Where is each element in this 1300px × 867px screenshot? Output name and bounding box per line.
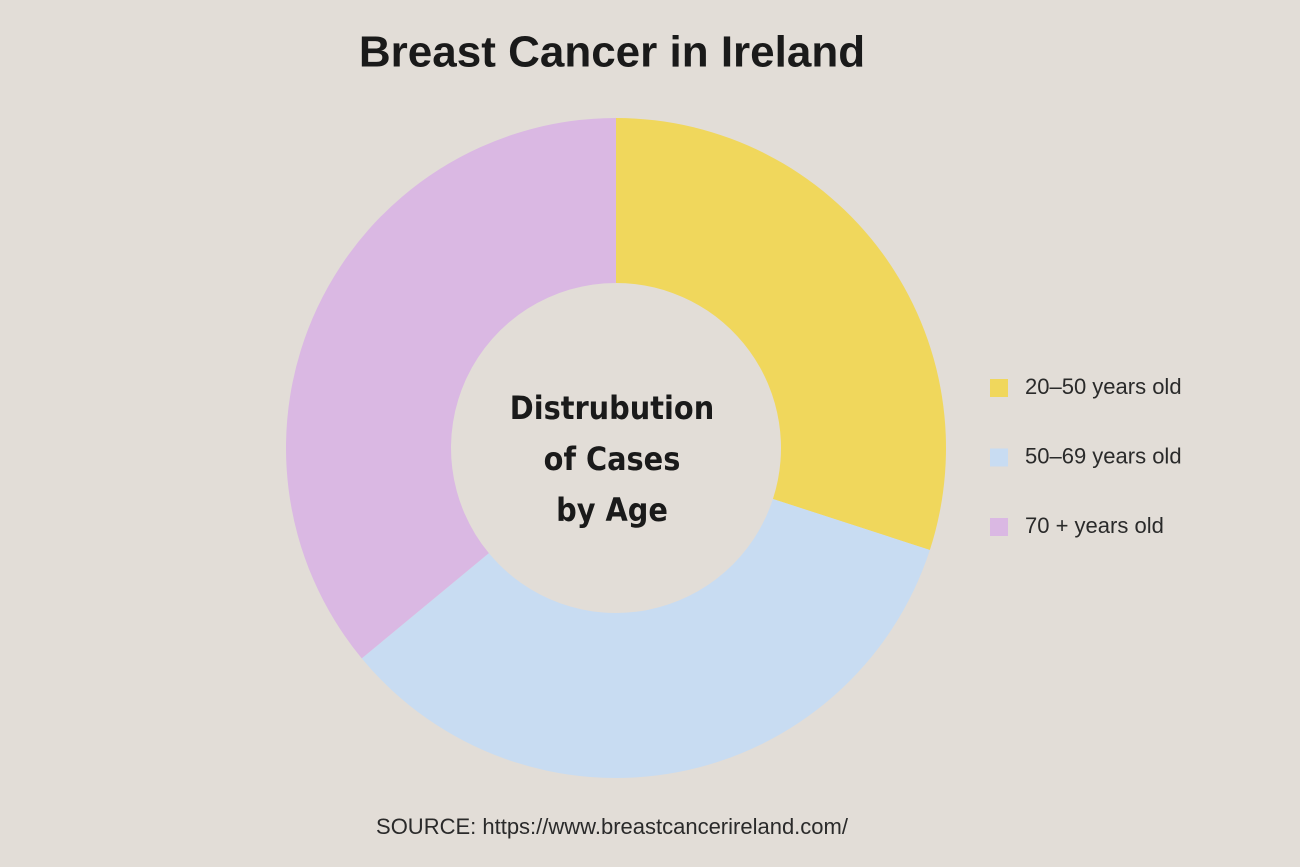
center-label: by Age (556, 491, 668, 529)
legend-swatch (990, 518, 1008, 536)
legend-label: 50–69 years old (1025, 443, 1182, 468)
donut-slice (286, 118, 616, 659)
donut-slice (361, 498, 930, 778)
legend-label: 20–50 years old (1025, 374, 1182, 399)
legend-swatch (990, 379, 1008, 397)
center-label: of Cases (544, 440, 681, 478)
source: SOURCE: https://www.breastcancerireland.… (376, 814, 849, 839)
center-label: Distrubution (510, 389, 714, 427)
legend-swatch (990, 448, 1008, 467)
legend-label: 70 + years old (1025, 513, 1164, 538)
chart-title: Breast Cancer in Ireland (359, 28, 865, 77)
donut-slice (616, 118, 946, 550)
